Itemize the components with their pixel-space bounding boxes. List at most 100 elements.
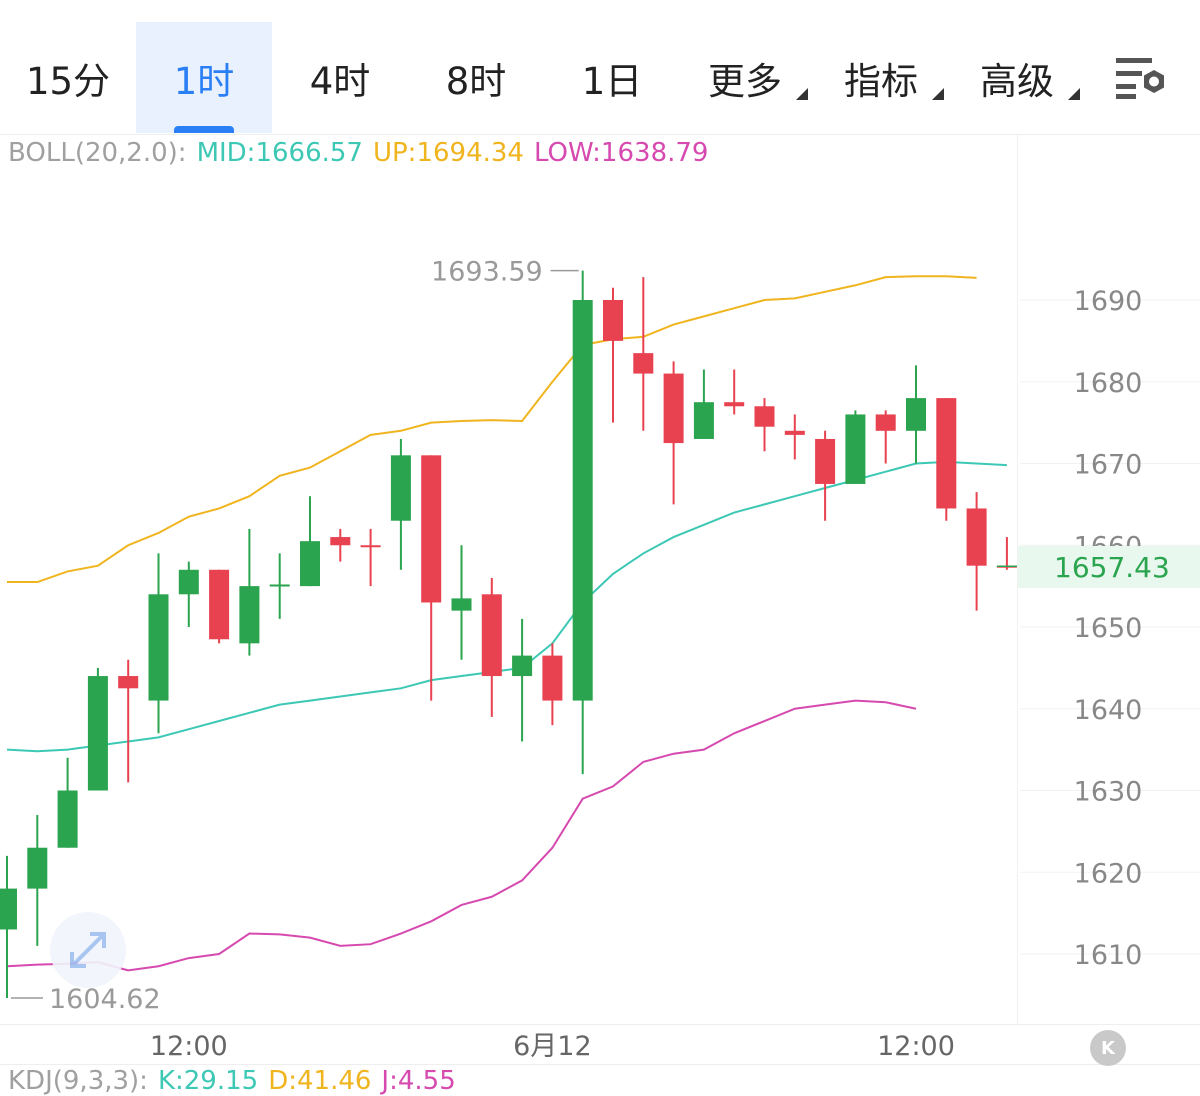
time-tick-label: 12:00 <box>150 1031 228 1062</box>
expand-chart-button[interactable] <box>50 912 126 988</box>
high-price-annotation: 1693.59 <box>431 257 543 288</box>
candle-body <box>87 676 108 791</box>
tab-1day[interactable]: 1日 <box>544 22 680 133</box>
candle <box>87 667 108 791</box>
candle-body <box>330 537 351 546</box>
candle-body <box>603 300 623 341</box>
candle-body <box>936 398 957 509</box>
time-axis: 12:00 6月12 12:00 <box>150 1031 955 1062</box>
candle <box>663 361 684 505</box>
tab-indicators[interactable]: 指标 <box>826 22 944 133</box>
candle <box>875 410 896 464</box>
tab-8hour[interactable]: 8时 <box>408 22 544 133</box>
candle-body <box>784 430 805 435</box>
tab-label: 1时 <box>173 59 235 103</box>
candle <box>178 561 199 627</box>
kdj-j-value: J:4.55 <box>381 1066 456 1096</box>
tab-15min[interactable]: 15分 <box>0 22 136 133</box>
candle-body <box>178 569 199 595</box>
bollinger-bands <box>6 275 1007 972</box>
candle-body <box>542 655 563 701</box>
candle-body <box>148 594 169 701</box>
candle <box>936 398 957 521</box>
candle <box>451 545 472 660</box>
active-tab-indicator <box>174 126 234 133</box>
candle-body <box>754 406 775 427</box>
kdj-legend: KDJ(9,3,3): K:29.15 D:41.46 J:4.55 <box>8 1066 466 1096</box>
price-tick-label: 1690 <box>1074 286 1143 317</box>
candle <box>572 270 593 775</box>
price-tick-label: 1610 <box>1074 940 1143 971</box>
tab-label: 1日 <box>581 59 643 103</box>
boll-low-value: LOW:1638.79 <box>533 138 709 168</box>
candle <box>693 369 714 439</box>
candle-body <box>724 402 745 407</box>
candle-body <box>633 353 654 374</box>
price-tick-label: 1630 <box>1074 777 1143 808</box>
candle-body <box>269 584 290 587</box>
candle <box>27 815 48 946</box>
candle-body <box>906 398 926 431</box>
boll-up-line <box>7 275 977 584</box>
candle <box>57 757 78 848</box>
divider <box>0 1024 1200 1025</box>
price-axis: 169016801670166016501640163016201610 <box>1074 286 1143 971</box>
tab-1hour[interactable]: 1时 <box>136 22 272 133</box>
candle-body <box>421 455 442 603</box>
candle <box>118 659 139 783</box>
candle <box>269 553 290 619</box>
candle-body <box>512 655 533 677</box>
scroll-to-latest-button[interactable]: K <box>1090 1030 1126 1066</box>
candle <box>996 537 1017 570</box>
candle-body <box>572 300 593 701</box>
tab-label: 8时 <box>445 59 507 103</box>
candle-body <box>360 545 381 548</box>
tab-more[interactable]: 更多 <box>690 22 808 133</box>
time-tick-label: 6月12 <box>513 1031 592 1062</box>
candle-body <box>300 541 320 587</box>
candle-body <box>209 569 230 640</box>
price-tick-label: 1650 <box>1074 613 1143 644</box>
chart-grid <box>1020 299 1200 955</box>
candle <box>724 369 745 415</box>
divider <box>0 1064 1200 1065</box>
price-tick-label: 1680 <box>1074 368 1143 399</box>
candle <box>603 287 623 423</box>
boll-mid-value: MID:1666.57 <box>196 138 363 168</box>
boll-label: BOLL(20,2.0): <box>8 138 187 168</box>
boll-up-value: UP:1694.34 <box>372 138 524 168</box>
chart-settings-icon[interactable] <box>1112 54 1172 102</box>
candle <box>390 438 411 570</box>
tab-advanced[interactable]: 高级 <box>962 22 1080 133</box>
candle-body <box>966 508 987 566</box>
current-price-label: 1657.43 <box>1018 546 1200 588</box>
candle <box>754 398 775 452</box>
candle <box>481 577 502 717</box>
price-tick-label: 1640 <box>1074 695 1143 726</box>
tab-label: 更多 <box>708 59 782 103</box>
candle-body <box>0 888 17 930</box>
candle-body <box>451 598 472 611</box>
rewind-icon: K <box>1101 1037 1115 1059</box>
extreme-annotations: 1693.59 1604.62 <box>11 257 1018 1015</box>
tab-label: 15分 <box>25 59 111 103</box>
tab-4hour[interactable]: 4时 <box>272 22 408 133</box>
candle-body <box>118 676 139 689</box>
candle <box>845 410 866 484</box>
candle <box>633 277 654 431</box>
candle <box>0 855 17 998</box>
candle <box>209 569 230 644</box>
tab-label: 4时 <box>309 59 371 103</box>
tab-label: 指标 <box>844 59 918 103</box>
kdj-label: KDJ(9,3,3): <box>8 1066 148 1096</box>
dropdown-caret-icon <box>796 88 808 100</box>
candle-body <box>27 847 48 889</box>
candle-body <box>693 402 714 439</box>
boll-legend: BOLL(20,2.0): MID:1666.57 UP:1694.34 LOW:16… <box>8 138 718 168</box>
candle <box>512 618 533 742</box>
kdj-k-value: K:29.15 <box>157 1066 259 1096</box>
candle-body <box>875 414 896 431</box>
kdj-d-value: D:41.46 <box>268 1066 372 1096</box>
time-tick-label: 12:00 <box>877 1031 955 1062</box>
